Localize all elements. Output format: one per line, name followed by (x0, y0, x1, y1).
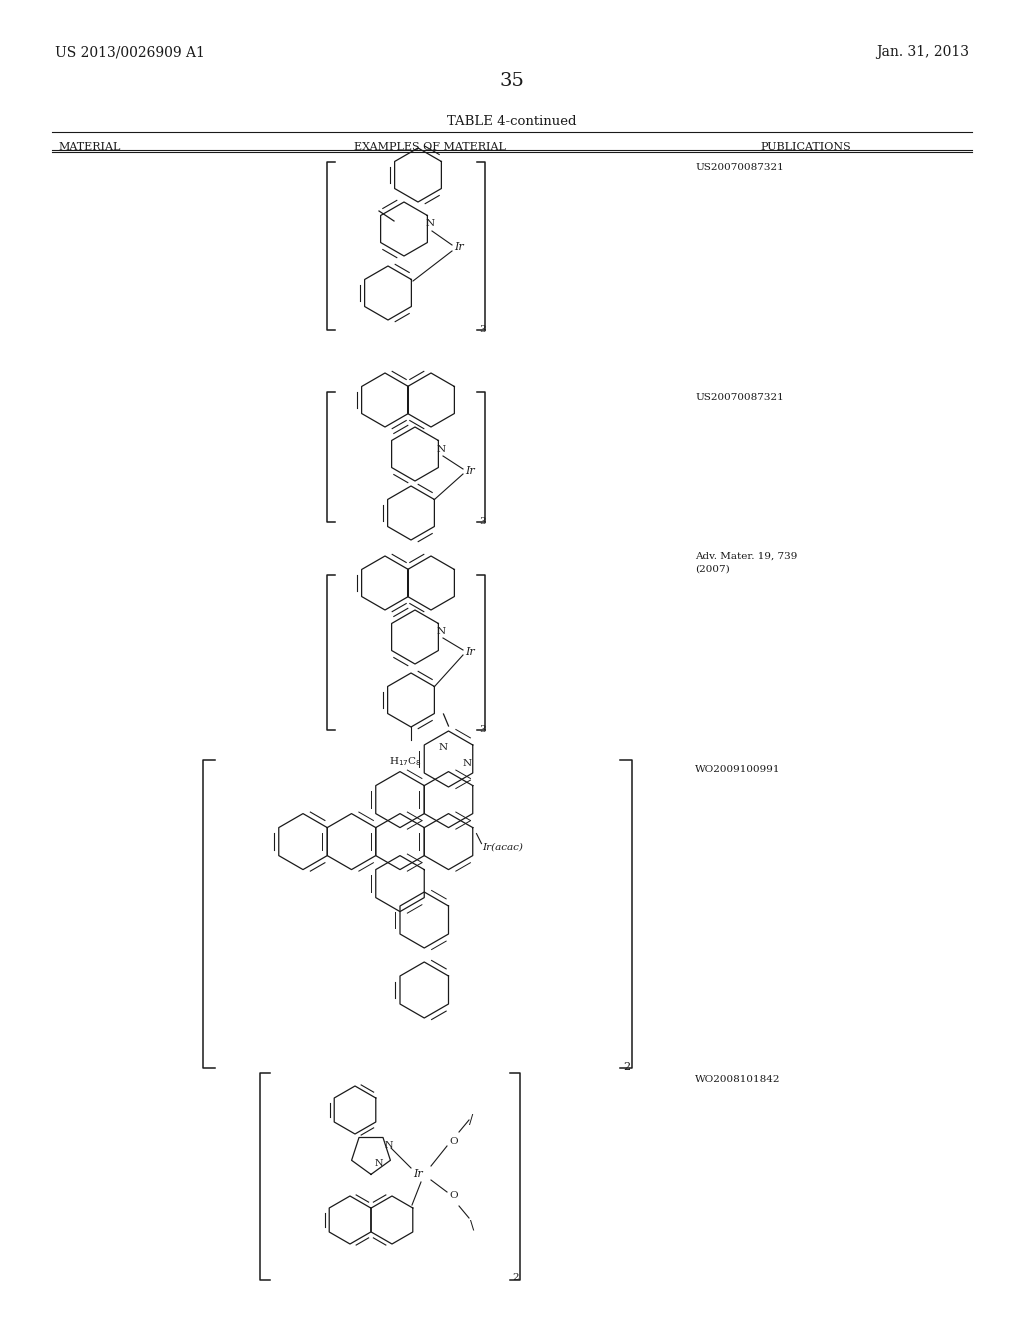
Text: N: N (463, 759, 472, 768)
Text: Ir: Ir (465, 466, 475, 477)
Text: 35: 35 (500, 73, 524, 90)
Text: /: / (469, 1114, 473, 1127)
Text: Ir: Ir (454, 242, 464, 252)
Text: 3: 3 (479, 517, 485, 525)
Text: EXAMPLES OF MATERIAL: EXAMPLES OF MATERIAL (354, 143, 506, 152)
Text: N: N (375, 1159, 384, 1168)
Text: US20070087321: US20070087321 (695, 393, 783, 403)
Text: WO2009100991: WO2009100991 (695, 766, 780, 774)
Text: Ir: Ir (413, 1170, 423, 1179)
Text: O: O (449, 1192, 458, 1200)
Text: N: N (426, 219, 435, 228)
Text: $\backslash$: $\backslash$ (469, 1218, 475, 1232)
Text: 3: 3 (479, 725, 485, 734)
Text: N: N (437, 627, 446, 636)
Text: N: N (438, 742, 447, 751)
Text: TABLE 4-continued: TABLE 4-continued (447, 115, 577, 128)
Text: (2007): (2007) (695, 565, 730, 574)
Text: Jan. 31, 2013: Jan. 31, 2013 (876, 45, 969, 59)
Text: Adv. Mater. 19, 739: Adv. Mater. 19, 739 (695, 552, 798, 561)
Text: PUBLICATIONS: PUBLICATIONS (760, 143, 851, 152)
Text: H$_{17}$C$_8$: H$_{17}$C$_8$ (389, 755, 422, 768)
Text: US 2013/0026909 A1: US 2013/0026909 A1 (55, 45, 205, 59)
Text: WO2008101842: WO2008101842 (695, 1074, 780, 1084)
Text: 2: 2 (512, 1272, 518, 1282)
Text: 3: 3 (479, 325, 485, 334)
Text: MATERIAL: MATERIAL (58, 143, 121, 152)
Text: Ir: Ir (465, 647, 475, 657)
Text: N: N (437, 445, 446, 454)
Text: Ir(acac): Ir(acac) (482, 842, 523, 851)
Text: US20070087321: US20070087321 (695, 162, 783, 172)
Text: N: N (385, 1142, 393, 1151)
Text: 2: 2 (623, 1063, 630, 1072)
Text: O: O (449, 1138, 458, 1147)
